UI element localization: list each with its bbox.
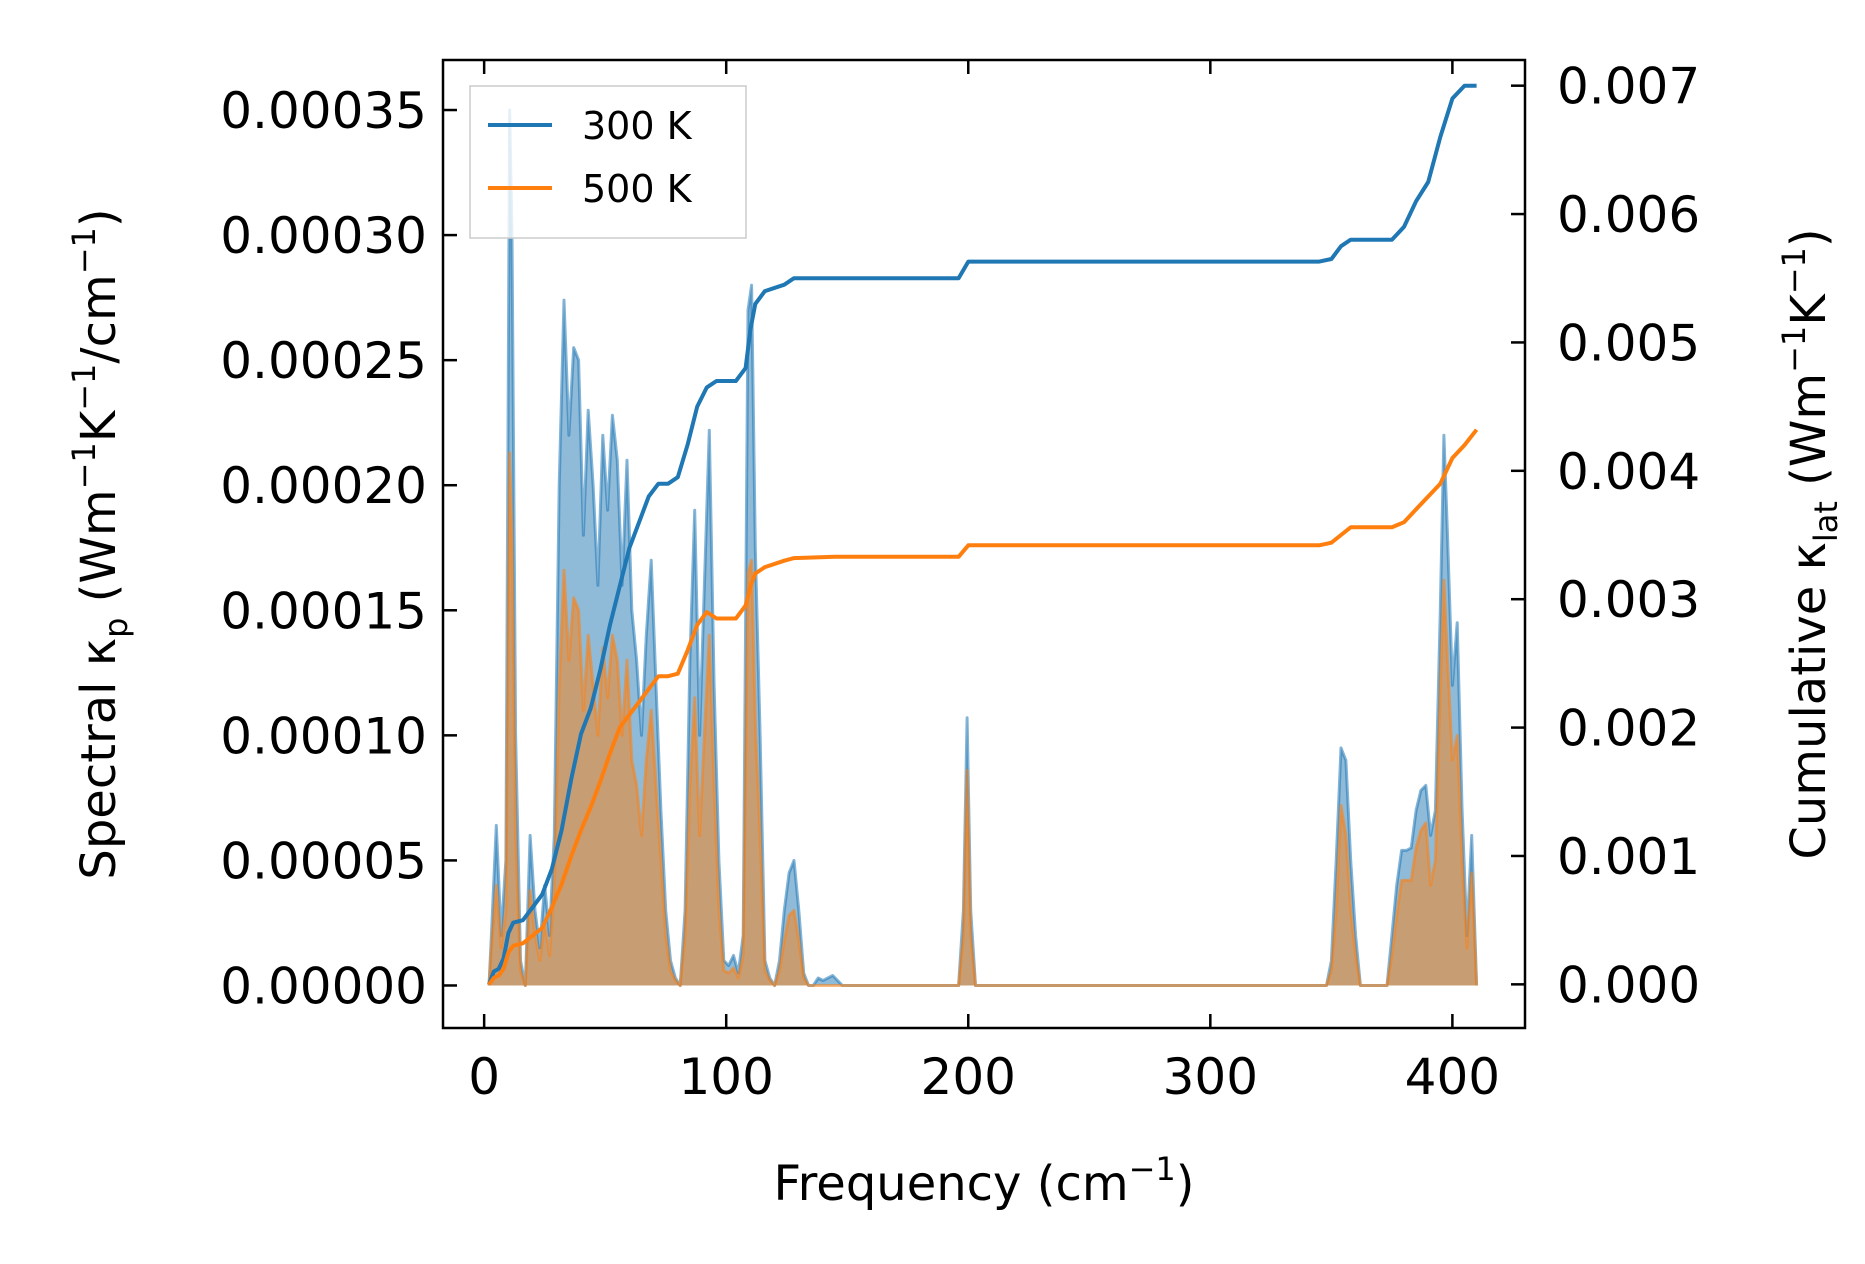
legend-label-500k: 500 K: [582, 167, 693, 211]
y-right-tick-label: 0.004: [1557, 443, 1700, 501]
x-axis-label: Frequency (cm−1): [773, 1150, 1194, 1212]
y-right-tick-label: 0.006: [1557, 186, 1700, 244]
spectral-area-500k: [489, 452, 1477, 986]
x-tick-label: 300: [1163, 1048, 1258, 1106]
x-tick-label: 100: [678, 1048, 773, 1106]
x-tick-label: 0: [468, 1048, 500, 1106]
y-left-tick-label: 0.00025: [220, 332, 427, 390]
y-left-axis-label: Spectral κp (Wm−1K−1/cm−1): [65, 208, 135, 879]
legend: 300 K 500 K: [469, 85, 747, 239]
y-right-tick-label: 0.003: [1557, 571, 1700, 629]
y-left-tick-label: 0.00030: [220, 207, 427, 265]
tick-layer: 0 100 200 300 400 0.00000 0.00005 0.00010 0.0001…: [220, 58, 1700, 1106]
y-left-tick-label: 0.00010: [220, 707, 427, 765]
y-right-tick-label: 0.001: [1557, 828, 1700, 886]
y-left-tick-label: 0.00000: [220, 957, 427, 1015]
plot-frame: [441, 58, 1527, 1030]
y-right-tick-label: 0.005: [1557, 314, 1700, 372]
y-right-tick-label: 0.007: [1557, 58, 1700, 116]
plot-layer: [487, 83, 1479, 987]
x-tick-label: 200: [921, 1048, 1016, 1106]
y-left-tick-label: 0.00035: [220, 82, 427, 140]
y-left-tick-label: 0.00005: [220, 832, 427, 890]
cumulative-line-500k: [487, 428, 1479, 986]
y-right-tick-label: 0.002: [1557, 700, 1700, 758]
y-right-tick-label: 0.000: [1557, 956, 1700, 1014]
cumulative-line-300k: [487, 83, 1477, 986]
y-right-axis-label: Cumulative κlat (Wm−1K−1): [1775, 228, 1845, 859]
x-tick-label: 400: [1405, 1048, 1500, 1106]
y-left-tick-label: 0.00020: [220, 457, 427, 515]
spectral-line-500k: [487, 451, 1479, 987]
y-left-tick-label: 0.00015: [220, 582, 427, 640]
legend-label-300k: 300 K: [582, 104, 693, 148]
legend-frame: [469, 85, 747, 239]
